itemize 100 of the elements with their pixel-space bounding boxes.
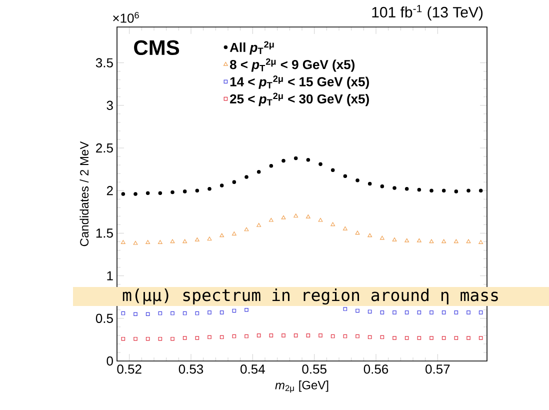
point [158,336,162,341]
x-tick-label: 0.56 [364,364,388,374]
y-tick-label: 2.5 [96,143,113,153]
point [244,227,249,232]
point [330,334,335,338]
x-tick-label: 0.57 [426,364,450,374]
point [404,186,409,191]
point [232,232,236,236]
point [442,336,446,340]
text: ×10$^{6}$ [113,12,139,23]
point [281,215,286,220]
point [478,240,484,244]
point [404,310,409,314]
chart-title: 101 fb$^{-1}$ (13 TeV) [372,4,483,20]
point [454,310,458,314]
point [170,239,175,244]
legend-label: 25 < p$_{T}$$^{2μ}$ < 30 GeV (x5) [230,92,369,106]
point [244,334,248,338]
point [343,307,348,311]
point [454,190,458,194]
legend-label: All p$_{T}$2μ [230,41,274,55]
annotation: CMS [134,40,180,56]
annotation: m(μμ) spectrum in region around η mass [122,288,498,305]
point [355,230,360,235]
point [146,312,150,316]
point [146,336,150,341]
point [120,240,126,244]
point [442,239,446,244]
x-tick-label: 0.53 [178,364,204,374]
point [232,308,236,313]
point [430,188,434,192]
point [294,334,298,338]
point [121,336,126,341]
point [282,158,286,163]
point [380,310,384,314]
legend-label: 14 < p$_{T}$$^{2μ}$ < 15 GeV (x5) [230,76,369,89]
point [342,226,348,230]
point [134,192,138,196]
point [330,222,336,226]
point [244,175,248,179]
point [208,186,212,191]
point [343,334,348,338]
point [466,239,471,244]
point [182,336,187,340]
point [466,336,470,340]
y-tick-label: 1.5 [96,228,113,238]
point [306,158,310,162]
point [417,310,422,314]
point [294,214,298,218]
point [121,311,126,316]
point [430,336,434,340]
x-tick-label: 0.54 [240,364,265,374]
point [146,191,150,196]
y-axis-title: Candidates / 2 MeV [80,141,89,246]
point [269,334,274,338]
point [294,156,298,160]
point [417,336,422,340]
x-tick-label: 0.55 [302,364,326,374]
point [232,180,236,184]
point [466,310,470,314]
point [368,310,372,314]
point [466,188,470,192]
point [195,188,200,192]
point [170,311,174,316]
point [478,188,483,192]
point [134,312,138,316]
point [442,310,446,314]
point [195,336,200,340]
point [208,310,212,314]
point [220,233,224,238]
point [478,310,483,314]
point [392,238,397,242]
point [392,186,396,190]
point [343,174,348,178]
point [368,335,372,340]
x-axis-title: m$_{2μ}$ [GeV] [275,380,328,393]
point [306,334,310,338]
point [356,308,360,313]
point [454,239,458,244]
point [220,184,224,188]
y-tick-label: 0.5 [96,314,113,323]
point [356,178,360,182]
point [220,335,224,340]
point [134,336,138,341]
point [318,162,322,166]
point [220,310,224,314]
point [404,238,410,242]
point [392,336,396,340]
point [330,168,335,172]
point [158,191,162,196]
point [170,190,174,194]
point [416,238,422,242]
point [208,335,212,340]
point [182,190,187,194]
legend-label: 8 < p$_{T}$$^{2μ}$ < 9 GeV (x5) [230,58,354,72]
point [256,170,261,174]
point [256,223,262,227]
point [182,311,187,316]
point [256,334,261,338]
point [146,240,150,244]
